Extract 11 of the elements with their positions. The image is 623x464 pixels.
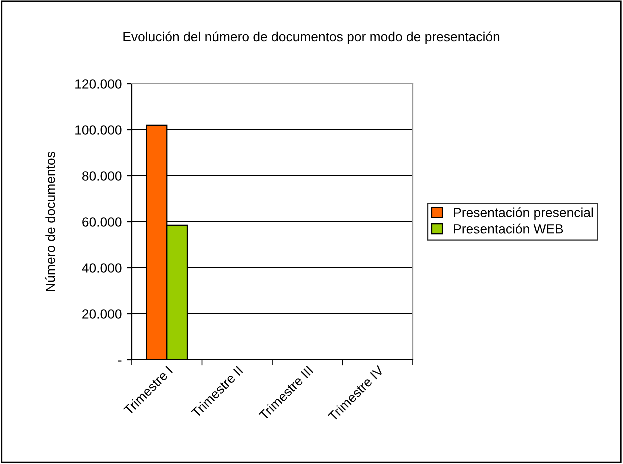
y-tick-label: 100.000 [76, 126, 122, 135]
y-tick-label: 80.000 [82, 172, 122, 181]
legend-label: Presentación presencial [454, 208, 594, 220]
y-tick-label: 60.000 [82, 218, 122, 227]
chart-title: Evolución del número de documentos por modo de presentación [124, 32, 500, 44]
legend-label: Presentación WEB [454, 224, 564, 234]
y-tick-label: 20.000 [82, 310, 122, 319]
y-tick-label: 40.000 [82, 264, 122, 273]
y-axis-title: Número de documentos [45, 152, 56, 292]
y-tick-label: - [118, 360, 122, 362]
y-tick-label: 120.000 [76, 80, 122, 89]
